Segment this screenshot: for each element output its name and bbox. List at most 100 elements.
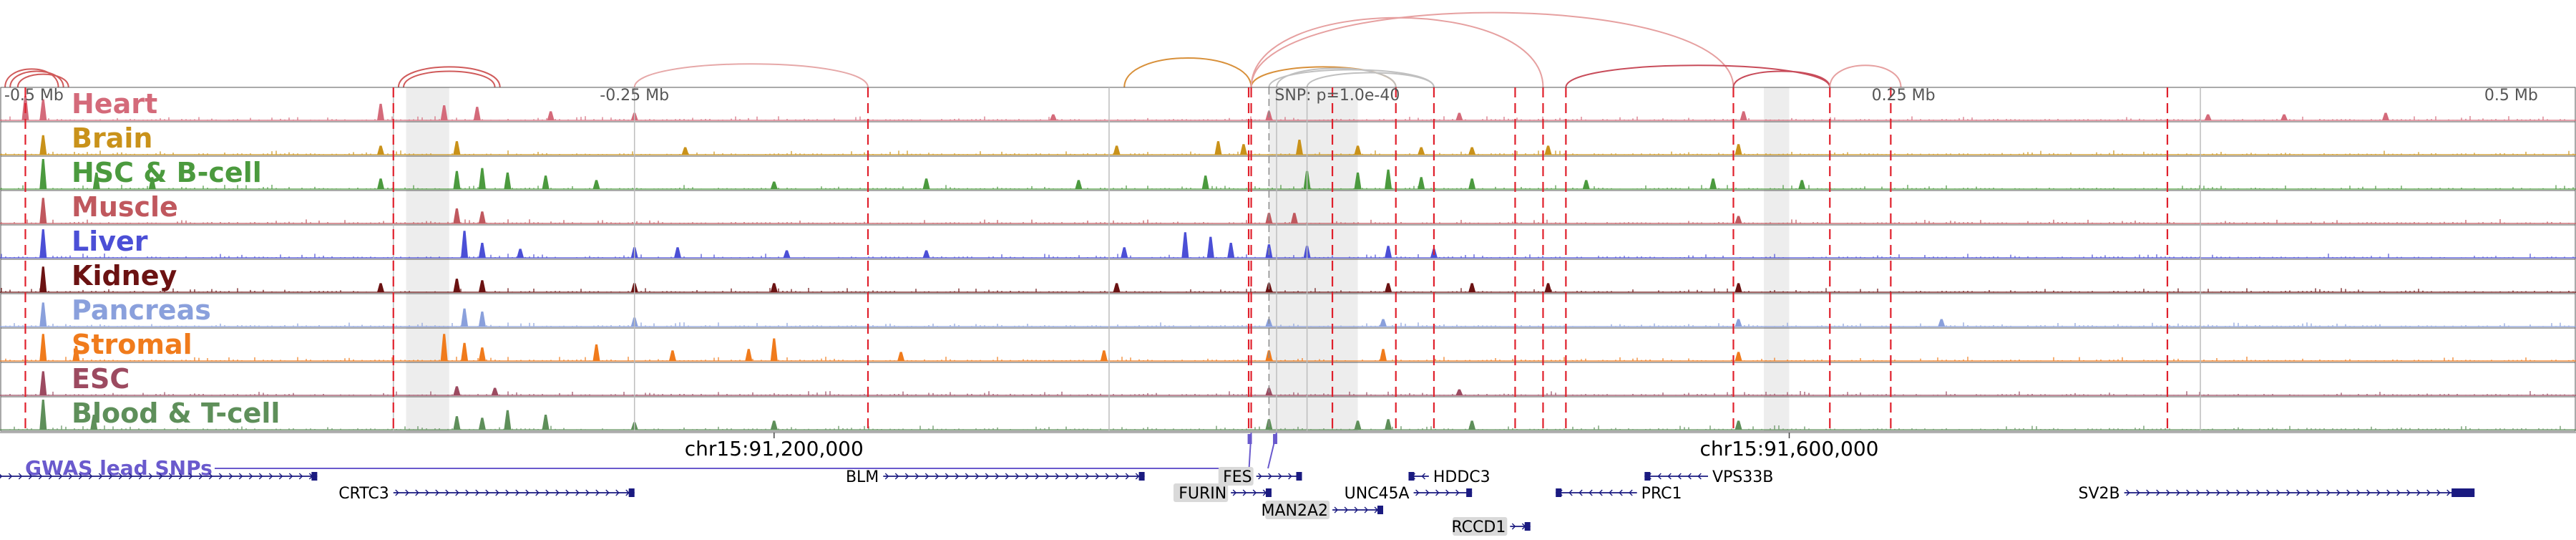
track-peak [377,145,385,155]
track-peak [542,415,550,430]
gene-strand-arrows [2126,489,2471,496]
gene-exon [311,472,318,481]
track-peak [1468,420,1476,430]
track-peak [1582,180,1590,189]
gene-unc45a: UNC45A [1345,485,1473,503]
gene-label: CRTC3 [338,485,389,503]
track-peak [1206,236,1214,258]
axis-tick-label: chr15:91,200,000 [685,437,864,461]
gene-exon [1296,472,1302,481]
axis-tick-label: chr15:91,600,000 [1699,437,1878,461]
gwas-track: GWAS lead SNPs [25,432,1278,480]
marker-lines [24,87,2201,431]
track-peak [39,334,47,361]
gene-exon [1377,506,1384,514]
track-peak [72,346,80,361]
gene-exon [1556,488,1562,497]
gene-exon [1466,488,1473,497]
loop-arc [633,63,869,88]
track-noise [1,150,2574,155]
track-peak [1468,147,1476,155]
track-peak [1468,283,1476,292]
gene-label: PRC1 [1641,485,1682,503]
track-label: Muscle [72,191,178,223]
track-peak [453,416,461,430]
gene-strand-arrows [884,473,1140,480]
track-peak [770,420,778,430]
track-peak [1113,145,1121,155]
gene-furin: FURIN [1173,483,1272,503]
track-peak [922,178,930,189]
track-peak [478,211,486,223]
track-peak [1418,177,1425,189]
track-peak [1181,232,1189,258]
gene-strand-arrows [0,473,313,480]
track-label: Kidney [72,260,177,291]
track-peak [1075,180,1083,189]
gene-fes: FES [1218,467,1302,486]
track-peak [2204,114,2212,120]
track-peak [478,168,486,189]
track-noise [1,322,2574,327]
track-peak [1385,283,1392,292]
track-noise [1,288,2574,292]
track-noise [1,116,2574,120]
track-peak [478,243,486,258]
snp-pvalue-label: SNP: p=1.0e-40 [1274,87,1400,105]
gene-label: VPS33B [1712,468,1773,486]
gene-label: BLM [846,468,879,486]
track-peak [440,105,448,120]
track-peak [39,229,47,258]
track-peak [770,338,778,361]
track-peak [478,280,486,292]
track-peak [1418,147,1425,155]
gene-highlight [1265,501,1330,519]
gene-strand-arrows [395,489,630,496]
gene-hddc3: HDDC3 [1408,468,1491,486]
track-peak [1239,144,1247,155]
track-peak [453,208,461,223]
track-peak [478,418,486,430]
loop-arc [4,68,59,88]
gene-exon [1138,472,1145,481]
track-5 [0,259,2576,294]
loop-arc [1276,67,1397,88]
track-peak [1455,389,1463,395]
track-peak [1740,111,1747,120]
track-peak [1735,420,1742,430]
loop-arc [397,66,501,88]
track-noise [1,425,2574,430]
track-noise [1,185,2574,189]
gene-prc1: PRC1 [1556,485,1682,503]
track-4 [0,224,2576,260]
gene-exon [1644,472,1651,481]
track-peak [453,279,461,292]
track-label: Brain [72,122,152,154]
track-label: Pancreas [72,294,211,326]
track-peak [1938,319,1946,327]
track-9 [0,396,2576,432]
gene-label: MAN2A2 [1262,502,1329,520]
track-peak [461,231,469,258]
track-peak [440,334,448,361]
offset-label: 0.5 Mb [2484,87,2538,105]
track-peak [783,250,791,258]
track-peak [1201,175,1209,189]
track-peak [39,302,47,327]
gene-rccd1: RCCD1 [1451,517,1531,536]
gene-crtc3: CRTC3 [338,485,635,503]
gene-highlight [1218,467,1254,486]
gene-exon [2451,488,2475,497]
track-peak [668,350,676,361]
gene-blm: BLM [846,468,1145,486]
loop-arc [402,70,496,88]
track-peak [897,352,905,361]
track-peak [461,308,469,327]
track-noise [1,391,2574,395]
track-peak [542,175,550,189]
track-peak [592,344,600,361]
loop-arc [1732,70,1831,88]
track-peak [478,312,486,327]
track-peak [592,180,600,189]
